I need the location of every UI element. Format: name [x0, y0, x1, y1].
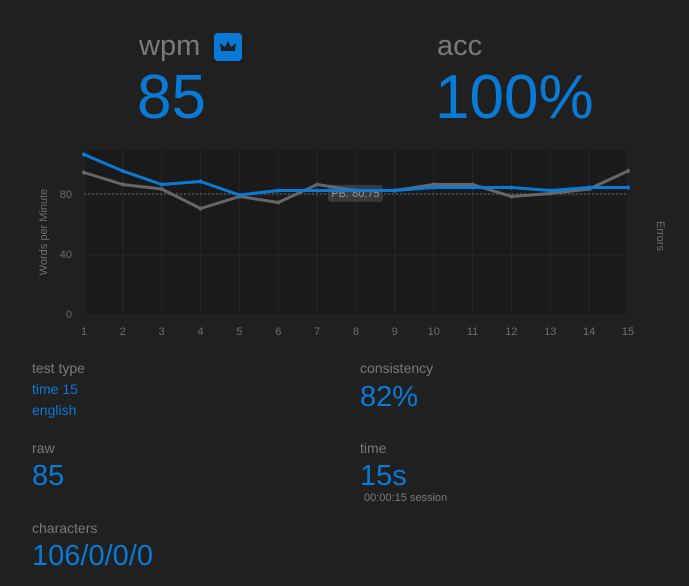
series-point — [509, 194, 514, 199]
consistency-value: 82% — [360, 381, 419, 413]
y-tick-label: 0 — [66, 309, 72, 321]
x-tick-label: 15 — [622, 326, 634, 338]
x-tick-label: 10 — [428, 326, 440, 338]
language[interactable]: english — [32, 402, 77, 418]
series-point — [354, 188, 358, 193]
series-point — [548, 188, 553, 193]
acc-value: 100% — [435, 63, 594, 132]
x-tick-label: 8 — [353, 326, 359, 338]
crown-icon — [214, 33, 242, 61]
series-point — [470, 182, 475, 187]
x-tick-label: 1 — [81, 326, 87, 338]
raw-label: raw — [32, 440, 55, 456]
series-point — [315, 182, 320, 187]
series-point — [159, 187, 164, 191]
series-point — [120, 182, 125, 187]
series-point — [198, 179, 203, 184]
series-point — [82, 170, 86, 175]
series-point — [159, 182, 164, 187]
x-tick-label: 3 — [159, 326, 165, 338]
series-point — [509, 185, 514, 190]
series-point — [587, 185, 592, 190]
series-point — [198, 206, 203, 211]
time-label: time — [360, 440, 387, 456]
series-point — [237, 193, 242, 197]
series-point — [276, 188, 281, 193]
series-point — [626, 169, 630, 173]
x-tick-label: 5 — [236, 326, 242, 338]
acc-label: acc — [437, 30, 483, 62]
series-point — [470, 185, 475, 190]
series-point — [626, 185, 630, 190]
characters-label: characters — [32, 520, 98, 536]
wpm-label: wpm — [139, 30, 201, 62]
x-tick-label: 12 — [505, 326, 517, 338]
x-tick-label: 9 — [392, 326, 398, 338]
x-tick-label: 6 — [275, 326, 281, 338]
x-tick-label: 7 — [314, 326, 320, 338]
series-point — [431, 182, 436, 187]
y2-axis-label: Errors — [654, 221, 666, 251]
characters-value: 106/0/0/0 — [32, 540, 153, 572]
series-point — [315, 188, 320, 193]
series-point — [392, 188, 397, 193]
series-point — [276, 200, 281, 205]
y-tick-label: 80 — [60, 189, 72, 201]
series-point — [120, 169, 125, 173]
x-tick-label: 2 — [120, 326, 126, 338]
y-axis-label: Words per Minute — [38, 189, 50, 276]
x-tick-label: 4 — [198, 326, 204, 338]
series-point — [431, 185, 436, 190]
x-tick-label: 13 — [544, 326, 556, 338]
consistency-label: consistency — [360, 360, 434, 376]
x-tick-label: 11 — [467, 326, 478, 338]
series-point — [82, 152, 86, 157]
raw-value: 85 — [32, 460, 65, 492]
test-type[interactable]: time 15 — [32, 381, 78, 397]
y-tick-label: 40 — [60, 249, 72, 261]
test-type-label: test type — [32, 360, 85, 376]
series-point — [548, 191, 553, 196]
session-time: 00:00:15 session — [364, 492, 448, 504]
x-tick-label: 14 — [583, 326, 595, 338]
wpm-value: 85 — [137, 63, 206, 132]
time-value: 15s — [360, 460, 407, 492]
